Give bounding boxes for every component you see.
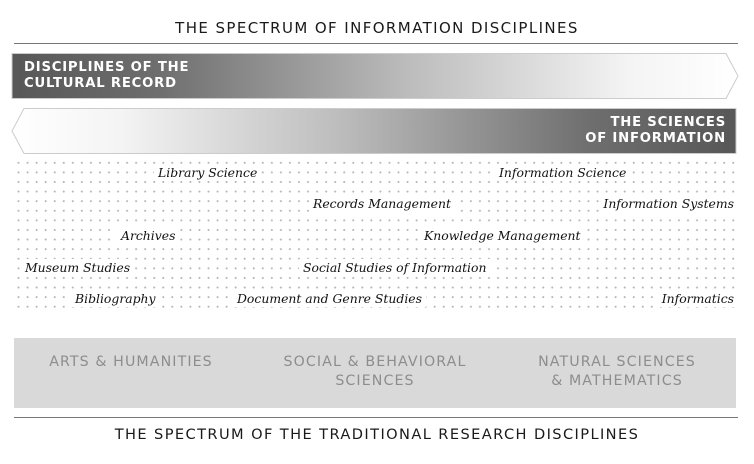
cultural-record-arrow: DISCIPLINES OF THE CULTURAL RECORD xyxy=(0,53,754,99)
discipline-records-management: Records Management xyxy=(309,195,455,212)
cultural-record-line-1: DISCIPLINES OF THE xyxy=(24,60,190,75)
band-social-line-1: SOCIAL & BEHAVIORAL xyxy=(283,354,467,370)
discipline-information-systems: Information Systems xyxy=(599,195,738,212)
research-disciplines-band xyxy=(14,338,736,408)
sciences-line-2: OF INFORMATION xyxy=(585,131,726,146)
band-social-line-2: SCIENCES xyxy=(335,373,415,389)
discipline-information-science: Information Science xyxy=(495,164,631,181)
discipline-library-science: Library Science xyxy=(154,164,262,181)
band-social-behavioral: SOCIAL & BEHAVIORAL SCIENCES xyxy=(254,353,496,391)
cultural-record-label: DISCIPLINES OF THE CULTURAL RECORD xyxy=(24,60,189,92)
sciences-line-1: THE SCIENCES xyxy=(610,115,726,130)
discipline-knowledge-management: Knowledge Management xyxy=(420,227,585,244)
discipline-bibliography: Bibliography xyxy=(71,290,160,307)
discipline-document-and-genre-studies: Document and Genre Studies xyxy=(233,290,426,307)
band-natural-line-2: & MATHEMATICS xyxy=(551,373,683,389)
bottom-rule xyxy=(14,417,738,418)
discipline-archives: Archives xyxy=(117,227,180,244)
discipline-informatics: Informatics xyxy=(657,290,738,307)
top-rule xyxy=(14,43,738,44)
band-arts-humanities: ARTS & HUMANITIES xyxy=(14,353,248,372)
discipline-museum-studies: Museum Studies xyxy=(21,259,135,276)
footer-title: THE SPECTRUM OF THE TRADITIONAL RESEARCH… xyxy=(114,426,640,443)
sciences-of-information-label: THE SCIENCES OF INFORMATION xyxy=(585,115,726,147)
band-natural-sciences: NATURAL SCIENCES & MATHEMATICS xyxy=(496,353,738,391)
diagram-title: THE SPECTRUM OF INFORMATION DISCIPLINES xyxy=(175,19,579,37)
band-arts-line-1: ARTS & HUMANITIES xyxy=(49,354,213,370)
sciences-of-information-arrow: THE SCIENCES OF INFORMATION xyxy=(0,108,754,154)
cultural-record-line-2: CULTURAL RECORD xyxy=(24,76,177,91)
band-natural-line-1: NATURAL SCIENCES xyxy=(538,354,696,370)
discipline-social-studies-of-information: Social Studies of Information xyxy=(299,259,491,276)
